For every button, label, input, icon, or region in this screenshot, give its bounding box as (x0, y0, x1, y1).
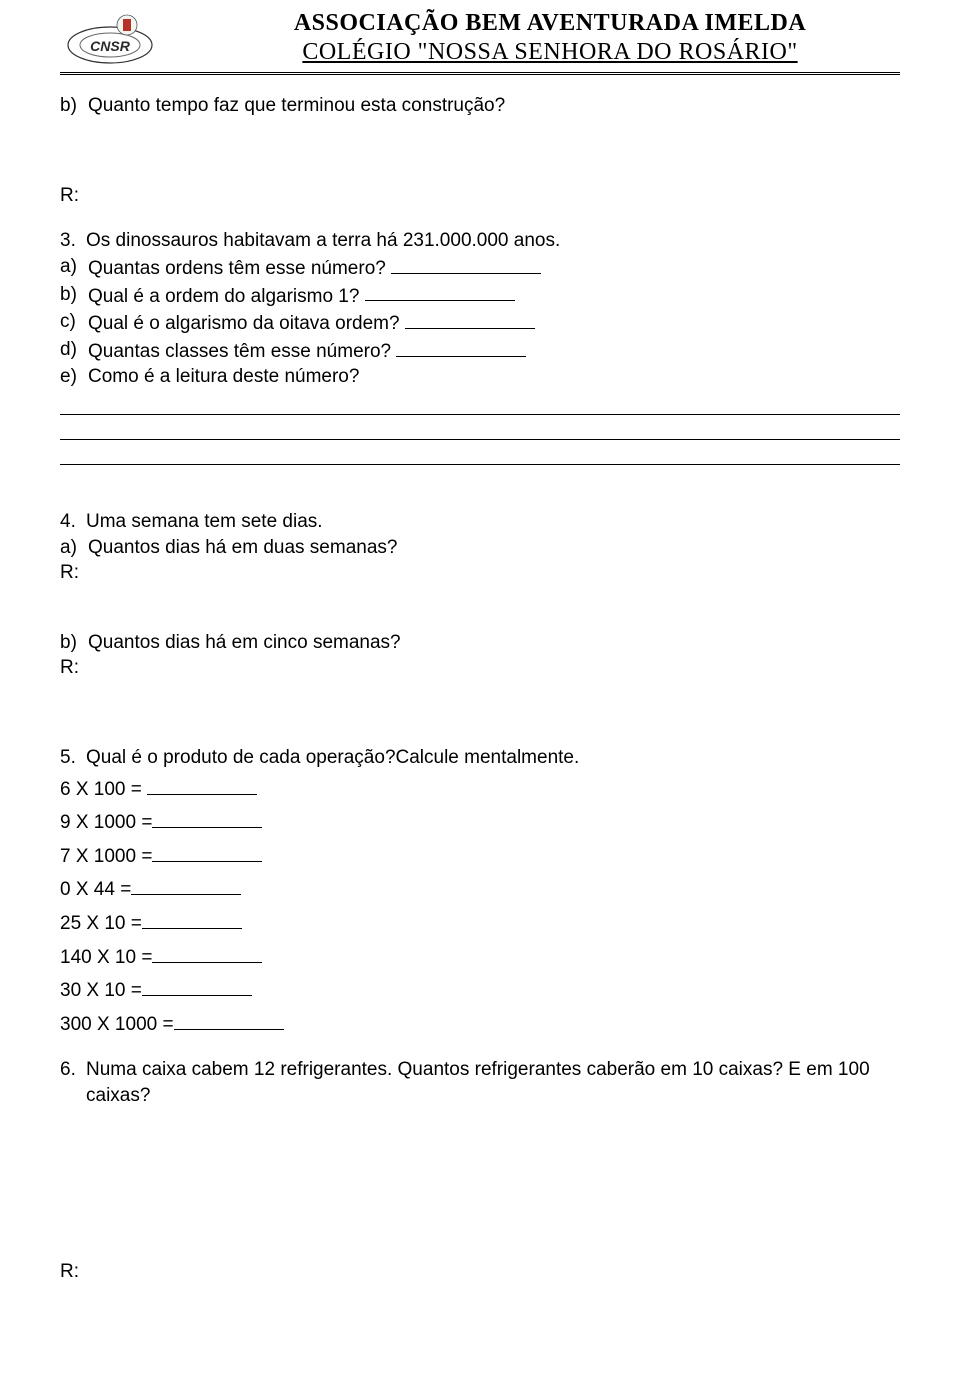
q5-row: 300 X 1000 = (60, 1010, 900, 1038)
question-3: 3. Os dinossauros habitavam a terra há 2… (60, 228, 900, 254)
question-3-sublist: a) Quantas ordens têm esse número? b) Qu… (60, 254, 900, 390)
answer-line[interactable] (60, 414, 900, 415)
header: CNSR ASSOCIAÇÃO BEM AVENTURADA IMELDA CO… (0, 0, 960, 75)
q5-row: 140 X 10 = (60, 943, 900, 971)
logo-icon: CNSR (65, 11, 155, 67)
item-label: d) (60, 337, 88, 365)
answer-blank[interactable] (147, 775, 257, 795)
item-number: 5. (60, 745, 86, 771)
school-logo: CNSR (60, 10, 160, 68)
content: b) Quanto tempo faz que terminou esta co… (0, 75, 960, 1324)
q5-row: 9 X 1000 = (60, 808, 900, 836)
association-title: ASSOCIAÇÃO BEM AVENTURADA IMELDA (200, 10, 900, 37)
answer-blank[interactable] (152, 943, 262, 963)
question-5-list: 6 X 100 = 9 X 1000 = 7 X 1000 = 0 X 44 =… (60, 775, 900, 1038)
header-row: CNSR ASSOCIAÇÃO BEM AVENTURADA IMELDA CO… (60, 10, 900, 68)
question-b: b) Quanto tempo faz que terminou esta co… (60, 93, 900, 119)
answer-blank[interactable] (131, 875, 241, 895)
item-label: e) (60, 364, 88, 390)
item-number: 6. (60, 1057, 86, 1108)
question-6: 6. Numa caixa cabem 12 refrigerantes. Qu… (60, 1057, 900, 1108)
question-3b: b) Qual é a ordem do algarismo 1? (60, 282, 900, 310)
answer-line[interactable] (60, 439, 900, 440)
q5-expr: 300 X 1000 = (60, 1014, 174, 1035)
q5-expr: 0 X 44 = (60, 879, 131, 900)
answer-blank[interactable] (142, 909, 242, 929)
item-text: Numa caixa cabem 12 refrigerantes. Quant… (86, 1057, 900, 1108)
logo-text: CNSR (90, 38, 131, 54)
header-rule-1 (60, 72, 900, 73)
answer-label: R: (60, 560, 900, 586)
question-3e: e) Como é a leitura deste número? (60, 364, 900, 390)
question-4a: a) Quantos dias há em duas semanas? (60, 535, 900, 561)
answer-blank[interactable] (174, 1010, 284, 1030)
q5-row: 7 X 1000 = (60, 842, 900, 870)
q3b-text: Qual é a ordem do algarismo 1? (88, 285, 359, 306)
q5-expr: 9 X 1000 = (60, 812, 152, 833)
item-text: Quantos dias há em duas semanas? (88, 535, 900, 561)
answer-label: R: (60, 655, 900, 681)
q5-expr: 7 X 1000 = (60, 846, 152, 867)
item-text: Quanto tempo faz que terminou esta const… (88, 93, 900, 119)
answer-label: R: (60, 183, 900, 209)
item-label: b) (60, 93, 88, 119)
item-number: 3. (60, 228, 86, 254)
q5-expr: 30 X 10 = (60, 980, 142, 1001)
q5-row: 0 X 44 = (60, 875, 900, 903)
q5-row: 25 X 10 = (60, 909, 900, 937)
answer-blank[interactable] (391, 254, 541, 274)
question-4: 4. Uma semana tem sete dias. (60, 509, 900, 535)
answer-blank[interactable] (396, 337, 526, 357)
q3a-text: Quantas ordens têm esse número? (88, 258, 386, 279)
item-text: Como é a leitura deste número? (88, 364, 900, 390)
item-label: c) (60, 309, 88, 337)
q3d-text: Quantas classes têm esse número? (88, 341, 391, 362)
q3c-text: Qual é o algarismo da oitava ordem? (88, 313, 400, 334)
item-label: a) (60, 535, 88, 561)
item-text: Qual é a ordem do algarismo 1? (88, 282, 900, 310)
q5-expr: 140 X 10 = (60, 947, 152, 968)
question-3d: d) Quantas classes têm esse número? (60, 337, 900, 365)
item-label: b) (60, 630, 88, 656)
item-text: Uma semana tem sete dias. (86, 509, 900, 535)
q5-row: 6 X 100 = (60, 775, 900, 803)
answer-blank[interactable] (142, 976, 252, 996)
q5-row: 30 X 10 = (60, 976, 900, 1004)
item-text: Os dinossauros habitavam a terra há 231.… (86, 228, 900, 254)
q3e-text: Como é a leitura deste número? (88, 366, 359, 387)
question-3c: c) Qual é o algarismo da oitava ordem? (60, 309, 900, 337)
answer-blank[interactable] (365, 282, 515, 302)
item-number: 4. (60, 509, 86, 535)
page: CNSR ASSOCIAÇÃO BEM AVENTURADA IMELDA CO… (0, 0, 960, 1383)
question-3a: a) Quantas ordens têm esse número? (60, 254, 900, 282)
header-titles: ASSOCIAÇÃO BEM AVENTURADA IMELDA COLÉGIO… (160, 10, 900, 66)
item-text: Qual é o produto de cada operação?Calcul… (86, 745, 900, 771)
question-5: 5. Qual é o produto de cada operação?Cal… (60, 745, 900, 771)
answer-label: R: (60, 1259, 900, 1285)
item-label: a) (60, 254, 88, 282)
item-text: Quantos dias há em cinco semanas? (88, 630, 900, 656)
answer-blank[interactable] (405, 309, 535, 329)
item-text: Quantas ordens têm esse número? (88, 254, 900, 282)
answer-blank[interactable] (152, 808, 262, 828)
answer-blank[interactable] (152, 842, 262, 862)
item-text: Qual é o algarismo da oitava ordem? (88, 309, 900, 337)
question-4b: b) Quantos dias há em cinco semanas? (60, 630, 900, 656)
item-label: b) (60, 282, 88, 310)
q5-expr: 25 X 10 = (60, 913, 142, 934)
school-title: COLÉGIO "NOSSA SENHORA DO ROSÁRIO" (200, 39, 900, 66)
item-text: Quantas classes têm esse número? (88, 337, 900, 365)
q5-expr: 6 X 100 = (60, 779, 142, 800)
